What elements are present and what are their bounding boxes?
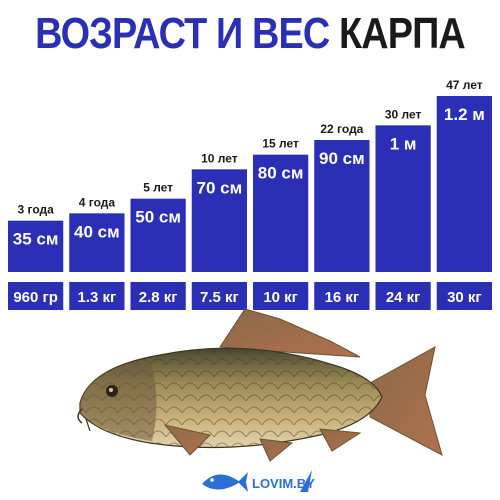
carp-illustration — [77, 308, 443, 462]
weight-box — [375, 282, 431, 310]
length-bar — [253, 154, 309, 272]
weight-label: 24 кг — [386, 289, 421, 306]
age-label: 5 лет — [143, 181, 173, 195]
age-label: 22 года — [320, 122, 363, 136]
age-label: 30 лет — [385, 107, 422, 121]
weight-box — [8, 282, 64, 310]
weight-label: 7.5 кг — [200, 289, 239, 306]
weight-label: 960 гр — [13, 289, 58, 306]
length-label: 40 см — [74, 222, 120, 241]
weight-box — [69, 282, 125, 310]
title-part-1: ВОЗРАСТ И ВЕС — [35, 9, 330, 58]
weight-box — [314, 282, 370, 310]
weight-box — [253, 282, 309, 310]
length-label: 35 см — [13, 230, 59, 249]
age-label: 15 лет — [262, 137, 299, 151]
svg-text:LOVIM.BY: LOVIM.BY — [252, 476, 315, 491]
title-part-2: КАРПА — [339, 9, 466, 58]
length-label: 1.2 м — [444, 105, 485, 124]
weight-box — [436, 282, 492, 310]
age-label: 10 лет — [201, 151, 238, 165]
length-bar — [375, 125, 431, 272]
weight-box — [130, 282, 186, 310]
length-label: 1 м — [390, 134, 417, 153]
weight-label: 2.8 кг — [139, 289, 178, 306]
length-bar — [191, 169, 247, 272]
weight-label: 1.3 кг — [77, 289, 116, 306]
length-bar — [436, 96, 492, 272]
age-label: 4 года — [79, 195, 116, 209]
length-label: 70 см — [197, 178, 243, 197]
weight-box — [191, 282, 247, 310]
age-label: 3 года — [17, 203, 54, 217]
length-label: 50 см — [135, 208, 181, 227]
length-bar — [314, 140, 370, 272]
lovim-by-logo: LOVIM.BY — [202, 470, 315, 492]
length-bar — [130, 198, 186, 272]
length-bar — [69, 213, 125, 272]
weight-label: 30 кг — [447, 289, 482, 306]
age-label: 47 лет — [446, 78, 483, 92]
weight-label: 10 кг — [263, 289, 298, 306]
chart-title: ВОЗРАСТ И ВЕС КАРПА — [35, 6, 466, 62]
length-label: 90 см — [319, 149, 365, 168]
length-label: 80 см — [258, 164, 304, 183]
weight-label: 16 кг — [325, 289, 360, 306]
length-bar — [8, 220, 64, 272]
